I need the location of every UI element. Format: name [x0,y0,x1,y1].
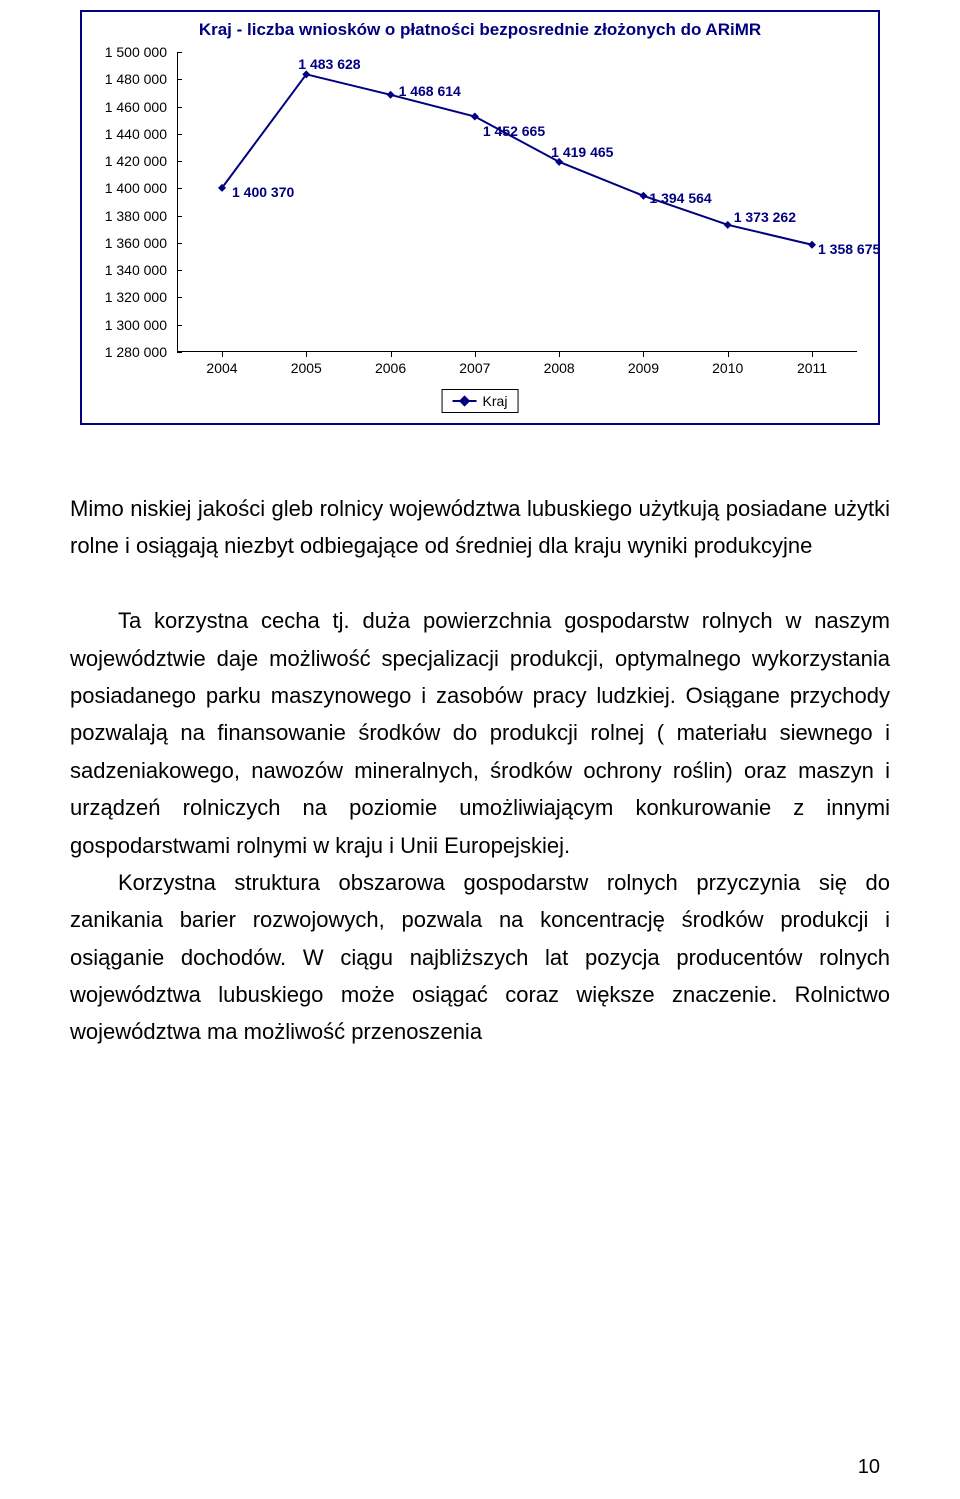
y-axis-label: 1 400 000 [105,180,167,196]
y-tick [177,352,182,353]
y-axis-label: 1 320 000 [105,289,167,305]
data-label: 1 358 675 [818,241,880,257]
data-label: 1 468 614 [399,83,461,99]
y-tick [177,79,182,80]
x-axis-label: 2007 [459,360,490,376]
x-axis-label: 2011 [797,360,827,376]
y-tick [177,243,182,244]
plot-area: 1 280 0001 300 0001 320 0001 340 0001 36… [177,52,857,352]
x-axis-label: 2008 [544,360,575,376]
y-tick [177,325,182,326]
x-tick [643,352,644,357]
y-axis-label: 1 440 000 [105,126,167,142]
data-marker [471,113,479,121]
x-tick [475,352,476,357]
data-label: 1 400 370 [232,184,294,200]
data-label: 1 483 628 [298,56,360,72]
chart-svg [177,52,857,352]
legend: Kraj [442,389,519,413]
body-text: Mimo niskiej jakości gleb rolnicy wojewó… [70,490,890,1051]
x-tick [222,352,223,357]
data-marker [639,192,647,200]
data-label: 1 373 262 [734,209,796,225]
x-axis-label: 2006 [375,360,406,376]
y-axis-label: 1 500 000 [105,44,167,60]
legend-label: Kraj [483,393,508,409]
x-tick [728,352,729,357]
x-axis-label: 2010 [712,360,743,376]
x-tick [812,352,813,357]
y-axis-label: 1 420 000 [105,153,167,169]
paragraph-2: Ta korzystna cecha tj. duża powierzchnia… [70,602,890,864]
x-tick [306,352,307,357]
y-axis-label: 1 280 000 [105,344,167,360]
paragraph-1: Mimo niskiej jakości gleb rolnicy wojewó… [70,490,890,565]
data-label: 1 419 465 [551,144,613,160]
data-marker [808,241,816,249]
y-axis-label: 1 360 000 [105,235,167,251]
y-tick [177,188,182,189]
y-tick [177,52,182,53]
x-tick [391,352,392,357]
paragraph-3: Korzystna struktura obszarowa gospodarst… [70,864,890,1051]
y-axis-label: 1 340 000 [105,262,167,278]
y-axis-label: 1 460 000 [105,99,167,115]
chart-title: Kraj - liczba wniosków o płatności bezpo… [82,20,878,40]
x-axis-label: 2004 [206,360,237,376]
x-axis-label: 2009 [628,360,659,376]
chart-container: Kraj - liczba wniosków o płatności bezpo… [80,10,880,425]
y-axis-label: 1 480 000 [105,71,167,87]
x-tick [559,352,560,357]
page-number: 10 [858,1456,880,1479]
data-marker [724,221,732,229]
y-tick [177,270,182,271]
y-tick [177,107,182,108]
legend-marker-icon [453,396,477,406]
y-tick [177,134,182,135]
y-tick [177,216,182,217]
y-tick [177,297,182,298]
x-axis-label: 2005 [291,360,322,376]
y-axis-label: 1 380 000 [105,208,167,224]
data-label: 1 452 665 [483,123,545,139]
y-tick [177,161,182,162]
y-axis-label: 1 300 000 [105,317,167,333]
data-marker [387,91,395,99]
data-label: 1 394 564 [649,190,711,206]
